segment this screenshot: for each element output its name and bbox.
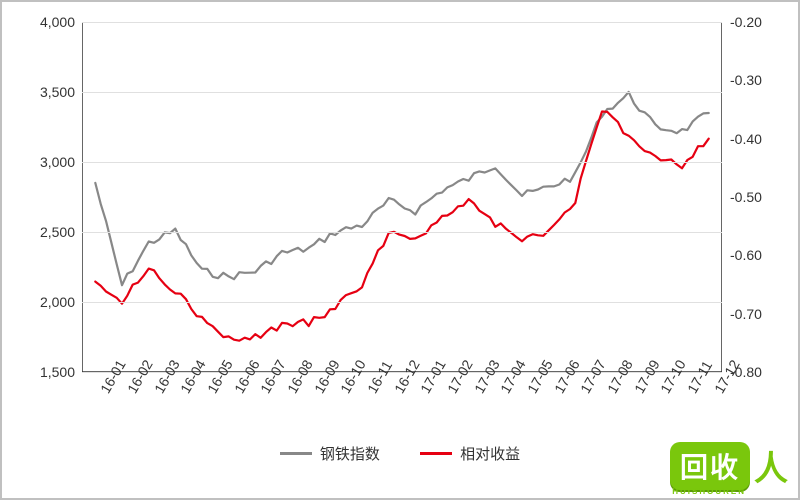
legend-item-steel: 钢铁指数 xyxy=(280,443,380,464)
chart-lines xyxy=(82,22,722,372)
y-right-tick-label: -0.50 xyxy=(730,189,762,205)
series-line xyxy=(95,112,708,341)
watermark: 回收 人 xyxy=(670,441,788,490)
y-left-tick-label: 2,500 xyxy=(27,224,75,240)
y-left-tick-label: 2,000 xyxy=(27,294,75,310)
watermark-person: 人 xyxy=(754,441,788,490)
legend-item-relative: 相对收益 xyxy=(420,443,520,464)
y-left-tick-label: 3,000 xyxy=(27,154,75,170)
y-left-tick-label: 4,000 xyxy=(27,14,75,30)
y-left-tick-label: 3,500 xyxy=(27,84,75,100)
legend-label-relative: 相对收益 xyxy=(460,443,520,464)
y-right-tick-label: -0.20 xyxy=(730,14,762,30)
legend-swatch-steel xyxy=(280,452,312,455)
y-right-tick-label: -0.30 xyxy=(730,72,762,88)
y-right-tick-label: -0.60 xyxy=(730,247,762,263)
gridline-h xyxy=(82,92,722,93)
legend-swatch-relative xyxy=(420,452,452,455)
gridline-h xyxy=(82,232,722,233)
legend-label-steel: 钢铁指数 xyxy=(320,443,380,464)
plot-area xyxy=(82,22,722,372)
watermark-box: 回收 xyxy=(670,442,750,490)
gridline-h xyxy=(82,162,722,163)
chart-container: 钢铁指数 相对收益 回收 人 HUISHOUREN 1,500 2,000 2,50… xyxy=(0,0,800,500)
gridline-h xyxy=(82,302,722,303)
gridline-h xyxy=(82,22,722,23)
y-left-tick-label: 1,500 xyxy=(27,364,75,380)
y-right-tick-label: -0.70 xyxy=(730,306,762,322)
y-right-tick-label: -0.40 xyxy=(730,131,762,147)
watermark-sub: HUISHOUREN xyxy=(672,487,746,496)
